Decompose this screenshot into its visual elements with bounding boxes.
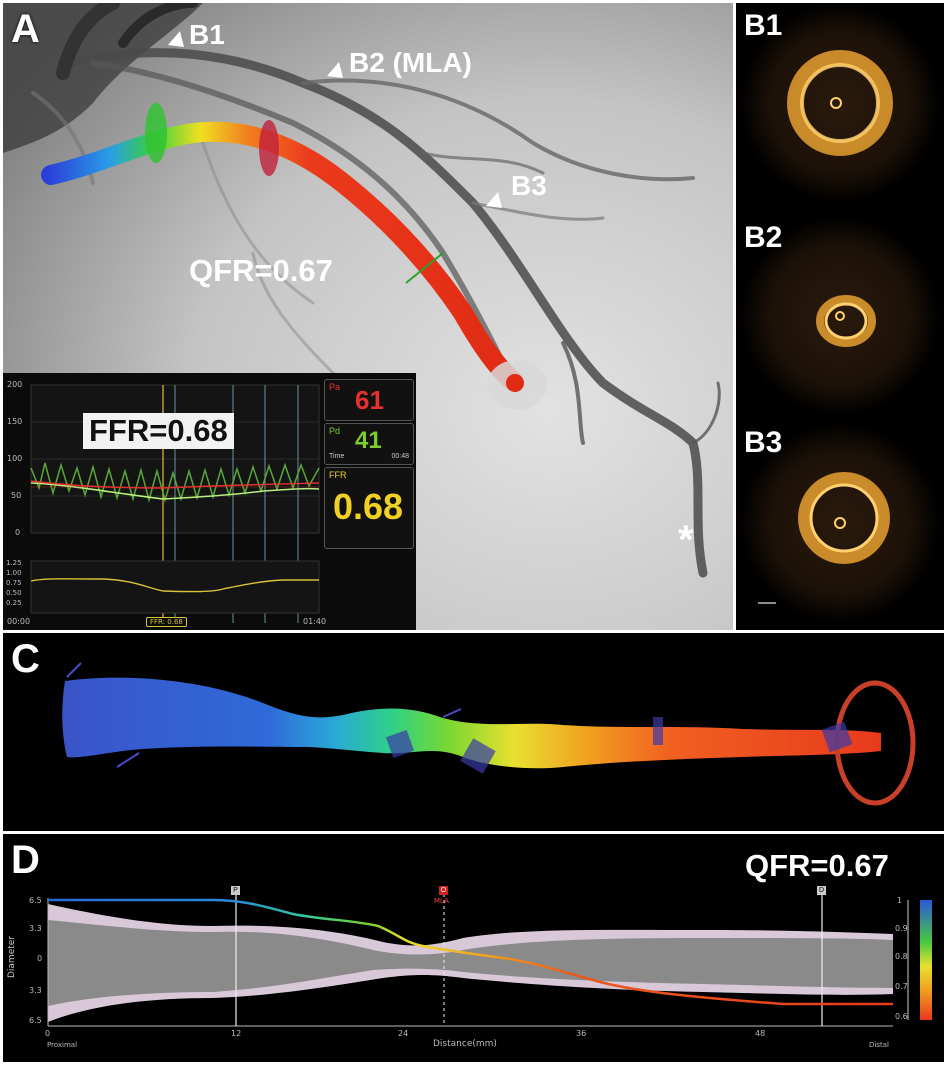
cbar-06: 0.6 [895, 1012, 908, 1021]
vessel-3d-render [62, 662, 916, 806]
cbar-08: 0.8 [895, 952, 908, 961]
marker-b3-label: B3 [511, 170, 547, 201]
ytick-3: 3.3 [29, 986, 42, 995]
asterisk-distal: * [678, 518, 694, 562]
pd-box: Pd 41 Time 00:48 [324, 423, 414, 465]
x-axis-label: Distance(mm) [433, 1039, 497, 1049]
ffr-cursor-tag: FFR: 0.68 [146, 617, 187, 627]
ffr-ytick-100: 100 [7, 454, 23, 463]
marker-b2-label: B2 (MLA) [349, 47, 472, 78]
ffr-ytick-b5: 0.25 [6, 599, 22, 607]
oct-b1-label: B1 [744, 9, 783, 42]
ffr-ytick-150: 150 [7, 417, 23, 426]
ytick-4: 6.5 [29, 1016, 42, 1025]
marker-p: P [231, 886, 240, 895]
ytick-1: 3.3 [29, 924, 42, 933]
marker-o: O [439, 886, 448, 895]
qfr-value-d: QFR=0.67 [745, 848, 889, 883]
qfr-marker-mla [259, 120, 279, 176]
ytick-2: 0 [37, 954, 43, 963]
ffr-xtick-start: 00:00 [7, 617, 31, 626]
ffr-ytick-b3: 0.75 [6, 579, 22, 587]
panel-a-angiogram: A B1 B2 (MLA) B3 QFR=0.67 * 200 150 100 … [3, 3, 733, 630]
ytick-0: 6.5 [29, 896, 42, 905]
xtick-48: 48 [755, 1029, 766, 1038]
diameter-axis-label: Diameter [7, 935, 18, 979]
x-distal: Distal [869, 1041, 889, 1049]
ffr-ytick-50: 50 [11, 491, 22, 500]
pa-value: 61 [355, 385, 384, 415]
pa-box: Pa 61 [324, 379, 414, 421]
pd-label: Pd [329, 426, 341, 436]
oct-b2-label: B2 [744, 221, 783, 254]
qfr-value-a: QFR=0.67 [189, 253, 333, 288]
ffr-ytick-0: 0 [15, 528, 21, 537]
marker-b1-label: B1 [189, 19, 225, 50]
xtick-0: 0 [45, 1029, 51, 1038]
ffr-box-value: 0.68 [333, 486, 404, 527]
panel-c-3d-vessel: C [3, 633, 944, 831]
arrowhead-b2 [327, 62, 343, 78]
marker-d: D [817, 886, 826, 895]
ffr-monitor: 200 150 100 50 0 1.25 1.00 0.75 0.50 0.2… [3, 373, 416, 630]
oct-b3-label: B3 [744, 426, 783, 459]
arrowhead-b1 [168, 31, 184, 47]
cbar-09: 0.9 [895, 924, 908, 933]
ffr-xtick-end: 01:40 [303, 617, 327, 626]
xtick-36: 36 [576, 1029, 587, 1038]
panel-a-label: A [11, 7, 40, 51]
cbar-1: 1 [897, 896, 903, 905]
xtick-12: 12 [231, 1029, 242, 1038]
xtick-24: 24 [398, 1029, 409, 1038]
qfr-pullback-curve [48, 898, 893, 1006]
panel-d-label: D [11, 838, 40, 882]
qfr-colorbar [920, 900, 932, 1020]
marker-mla: MLA [434, 897, 449, 905]
qfr-marker-proximal [145, 103, 167, 163]
ffr-box-label: FFR [329, 470, 347, 480]
ffr-ytick-b2: 1.00 [6, 569, 22, 577]
time-label: Time [329, 453, 345, 460]
pa-label: Pa [329, 382, 341, 392]
panel-d-diameter-profile: D QFR=0.67 P O MLA D Diameter 6.5 3.3 0 … [3, 834, 944, 1062]
panel-b-oct: B1 B2 B3 [736, 3, 944, 630]
diameter-profile-plot [47, 894, 932, 1027]
cbar-07: 0.7 [895, 982, 908, 991]
oct-images [740, 3, 940, 623]
arrowhead-b3 [486, 192, 502, 208]
x-proximal: Proximal [47, 1041, 78, 1049]
ffr-box: FFR 0.68 [324, 467, 414, 549]
panel-c-label: C [11, 637, 40, 681]
pd-value: 41 [355, 427, 382, 454]
ffr-trace-plot [30, 384, 320, 623]
ffr-ytick-b4: 0.50 [6, 589, 22, 597]
ffr-ytick-200: 200 [7, 380, 23, 389]
ffr-title: FFR=0.68 [83, 413, 234, 449]
time-value: 00:48 [391, 453, 409, 460]
ffr-ytick-b1: 1.25 [6, 559, 22, 567]
